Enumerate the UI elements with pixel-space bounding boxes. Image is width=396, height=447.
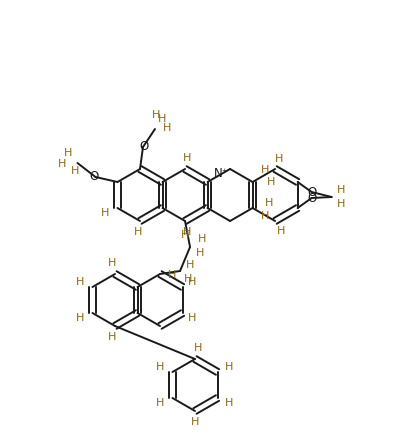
Text: H: H — [188, 313, 197, 323]
Text: H: H — [198, 234, 206, 244]
Text: H: H — [277, 226, 285, 236]
Text: H: H — [101, 208, 110, 218]
Text: H: H — [261, 165, 269, 175]
Text: H: H — [134, 227, 142, 237]
Text: H: H — [337, 199, 345, 209]
Text: O: O — [139, 139, 148, 152]
Text: H: H — [108, 332, 116, 342]
Text: H: H — [188, 277, 197, 287]
Text: H: H — [64, 148, 73, 158]
Text: H: H — [152, 110, 160, 120]
Text: H: H — [225, 362, 234, 372]
Text: H: H — [275, 154, 283, 164]
Text: H: H — [76, 313, 85, 323]
Text: H: H — [186, 260, 194, 270]
Text: H: H — [76, 277, 85, 287]
Text: H: H — [168, 270, 176, 280]
Text: H: H — [196, 248, 204, 258]
Text: H: H — [225, 398, 234, 408]
Text: H: H — [156, 362, 165, 372]
Text: H: H — [58, 159, 67, 169]
Text: O: O — [307, 186, 316, 198]
Text: H: H — [163, 123, 171, 133]
Text: H: H — [181, 230, 189, 240]
Text: H: H — [183, 227, 191, 237]
Text: H: H — [194, 343, 202, 353]
Text: H: H — [267, 177, 275, 187]
Text: H: H — [183, 153, 191, 163]
Text: H: H — [337, 185, 345, 195]
Text: H: H — [184, 274, 192, 284]
Text: N⁺: N⁺ — [214, 167, 229, 180]
Text: H: H — [261, 211, 269, 221]
Text: H: H — [265, 198, 273, 208]
Text: H: H — [71, 166, 80, 176]
Text: O: O — [307, 191, 316, 204]
Text: O: O — [90, 169, 99, 182]
Text: H: H — [108, 258, 116, 268]
Text: H: H — [191, 417, 199, 427]
Text: H: H — [156, 398, 165, 408]
Text: H: H — [158, 114, 166, 124]
